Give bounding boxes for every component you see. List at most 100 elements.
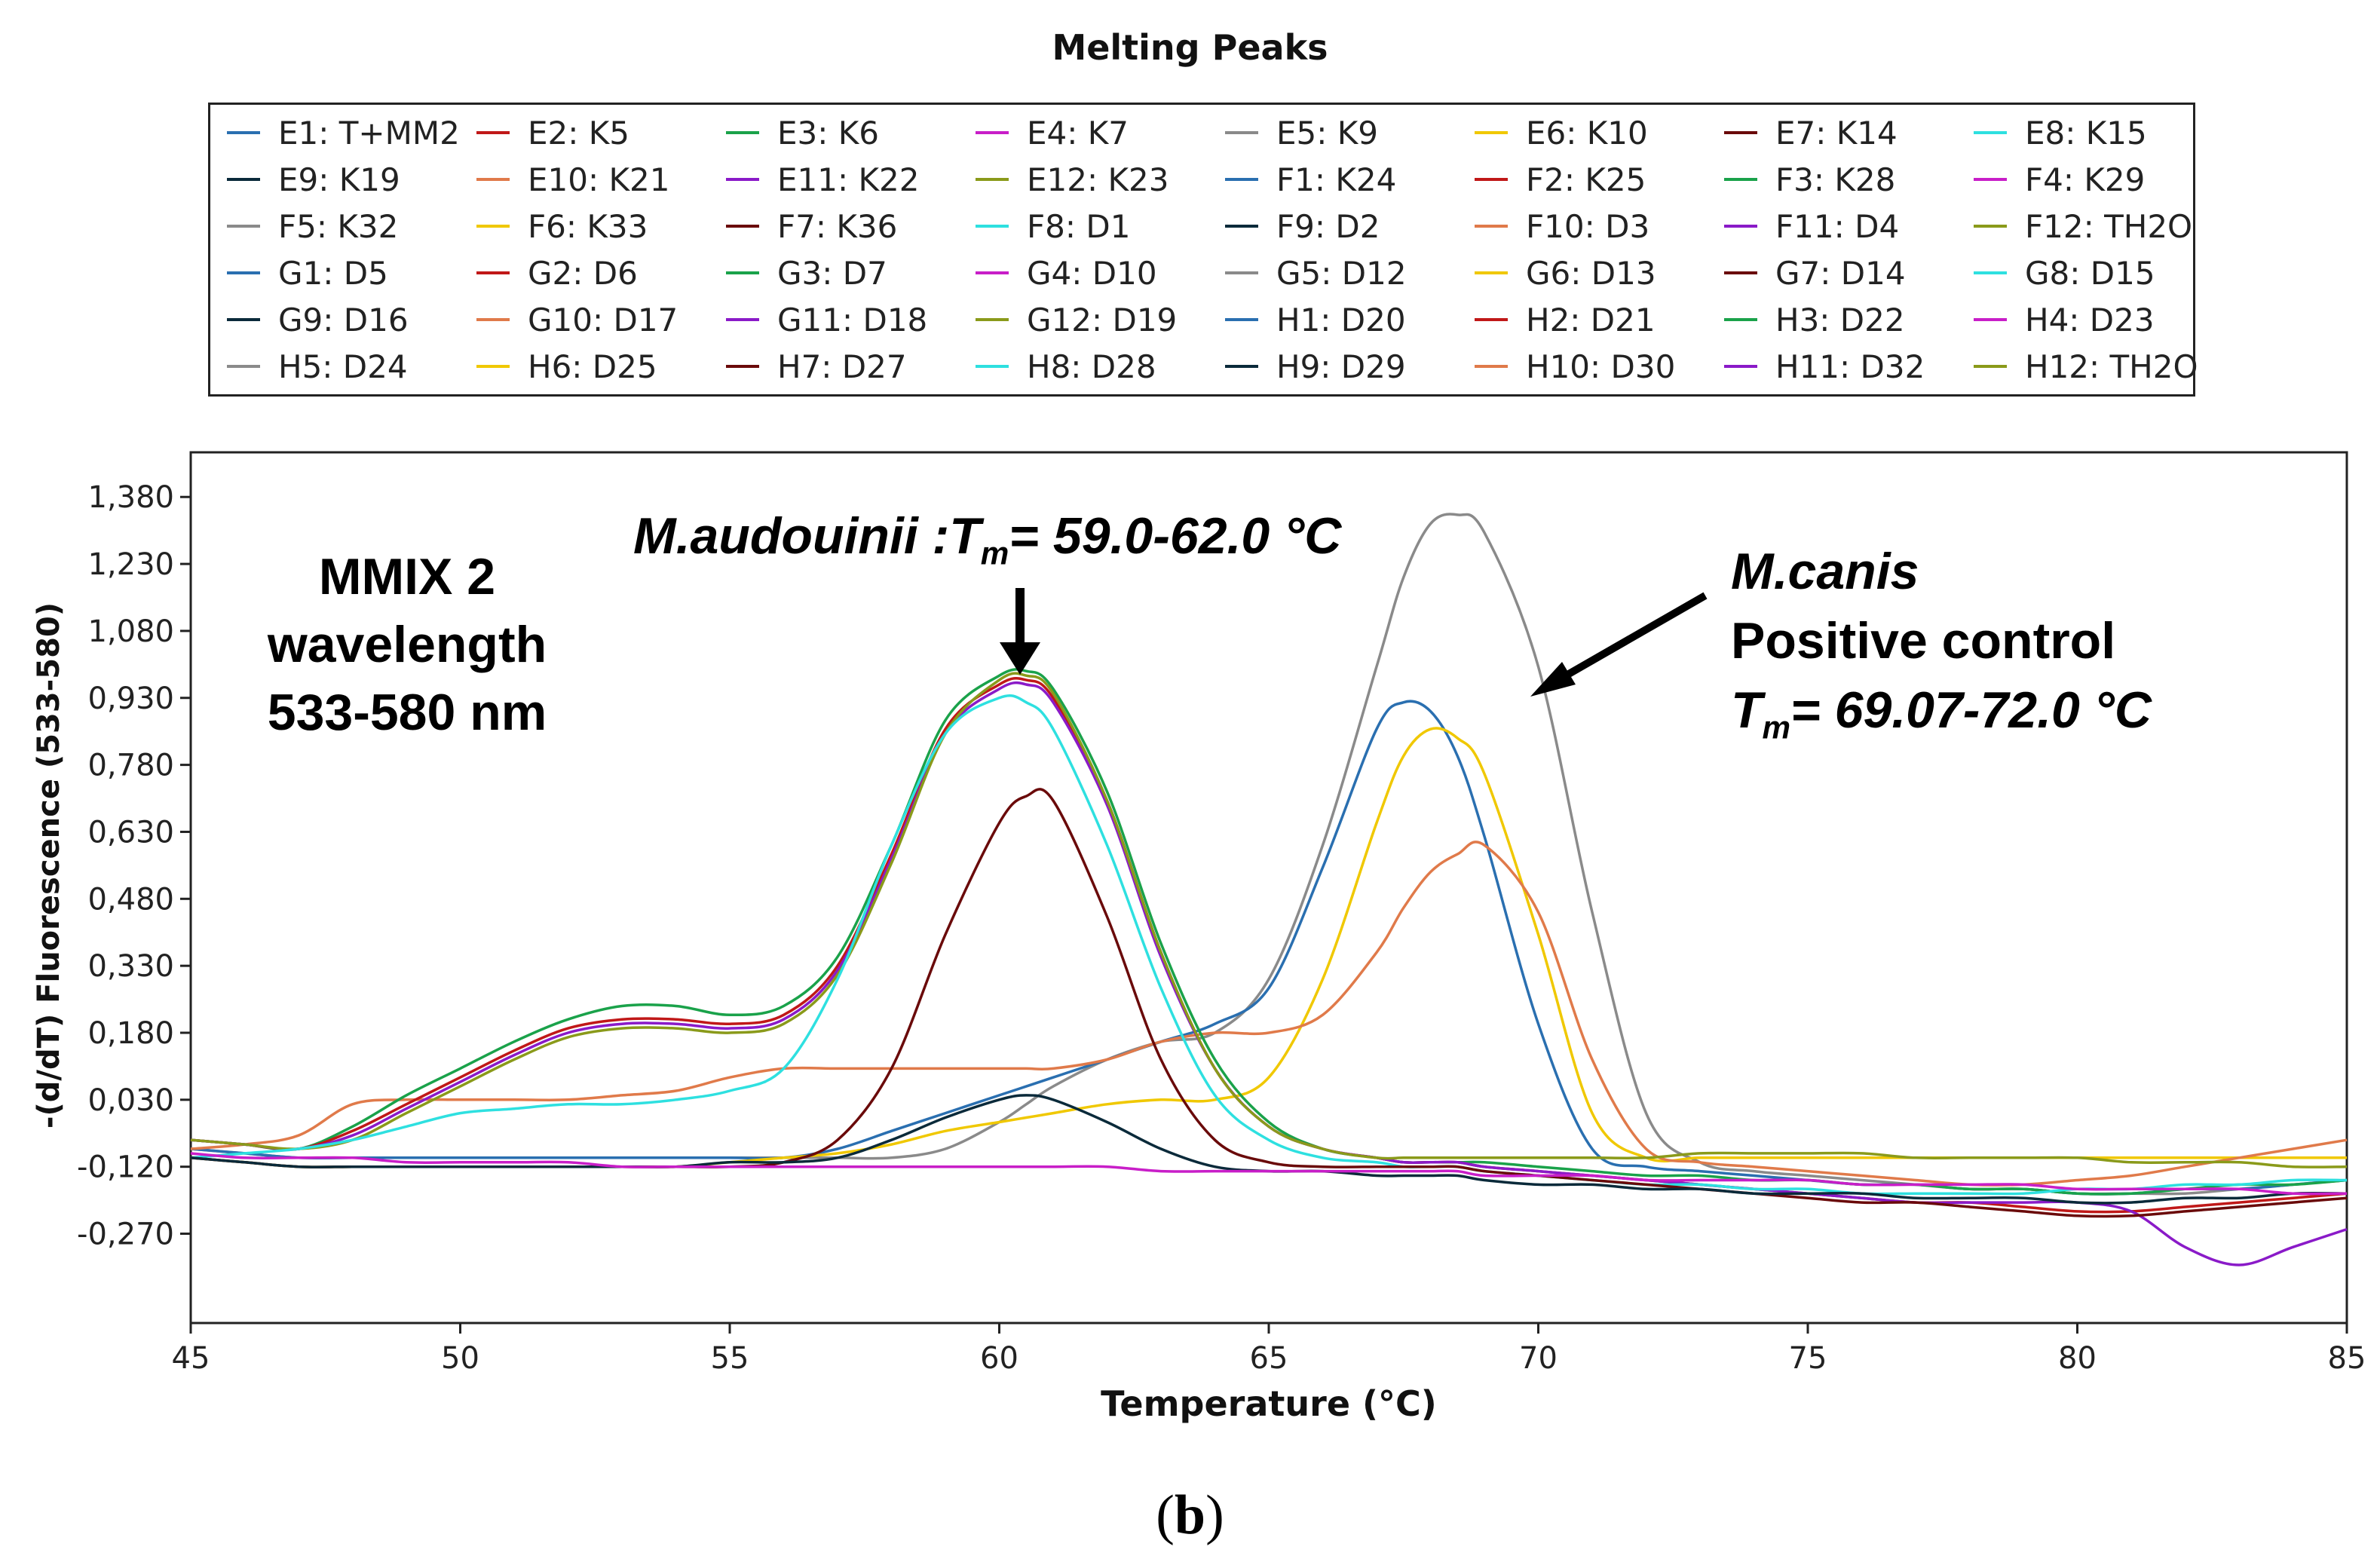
legend-swatch bbox=[476, 318, 510, 321]
legend-label: G8: D15 bbox=[2025, 254, 2155, 292]
legend-swatch bbox=[1225, 178, 1258, 181]
x-tick-label: 80 bbox=[2058, 1341, 2097, 1376]
legend-label: G1: D5 bbox=[278, 254, 388, 292]
legend-label: H6: D25 bbox=[528, 348, 657, 385]
legend-item: H1: D20 bbox=[1225, 296, 1406, 343]
legend-swatch bbox=[1475, 178, 1508, 181]
legend-swatch bbox=[726, 271, 759, 274]
legend-swatch bbox=[1475, 318, 1508, 321]
legend-label: E7: K14 bbox=[1775, 114, 1898, 152]
legend-item: E6: K10 bbox=[1475, 109, 1648, 156]
subfigure-label-open: ( bbox=[1156, 1484, 1175, 1546]
legend-item: H12: TH2O bbox=[1974, 343, 2198, 390]
annotation-mmix-line3: 533-580 nm bbox=[267, 684, 547, 741]
legend-item: G9: D16 bbox=[227, 296, 409, 343]
legend-swatch bbox=[1974, 178, 2007, 181]
legend-swatch bbox=[1724, 318, 1757, 321]
legend-item: F11: D4 bbox=[1724, 203, 1899, 250]
legend-label: E12: K23 bbox=[1027, 161, 1169, 198]
legend-swatch bbox=[976, 271, 1009, 274]
tick-layer: 45 50 55 60 65 70 75 80 85 1,380 1,230 1,080 0,930 0,… bbox=[77, 480, 2366, 1376]
legend-swatch bbox=[1475, 271, 1508, 274]
series-layer bbox=[190, 513, 2348, 1266]
legend-label: H8: D28 bbox=[1027, 348, 1156, 385]
legend-swatch bbox=[1974, 131, 2007, 134]
series-line bbox=[190, 694, 2348, 1196]
legend-swatch bbox=[1225, 225, 1258, 228]
legend-item: G3: D7 bbox=[726, 250, 887, 296]
legend-label: F2: K25 bbox=[1526, 161, 1646, 198]
legend-swatch bbox=[1724, 225, 1757, 228]
legend-item: F12: TH2O bbox=[1974, 203, 2192, 250]
legend-swatch bbox=[227, 365, 260, 368]
legend-item: E3: K6 bbox=[726, 109, 879, 156]
plot-frame bbox=[189, 451, 2348, 1325]
subfigure-label-close: ) bbox=[1205, 1484, 1224, 1546]
legend-label: G4: D10 bbox=[1027, 254, 1157, 292]
legend-item: H6: D25 bbox=[476, 343, 657, 390]
legend-label: E9: K19 bbox=[278, 161, 400, 198]
legend-swatch bbox=[726, 178, 759, 181]
arrow-canis bbox=[1530, 592, 1708, 697]
annotation-canis-line2: Positive control bbox=[1731, 612, 2116, 669]
legend-label: H10: D30 bbox=[1526, 348, 1676, 385]
series-line bbox=[190, 668, 2348, 1196]
legend-swatch bbox=[227, 271, 260, 274]
legend-item: G5: D12 bbox=[1225, 250, 1407, 296]
legend-swatch bbox=[476, 365, 510, 368]
y-tick-label: 0,630 bbox=[87, 815, 174, 850]
legend-swatch bbox=[1724, 131, 1757, 134]
legend-item: E7: K14 bbox=[1724, 109, 1898, 156]
legend-label: G6: D13 bbox=[1526, 254, 1656, 292]
legend-item: E11: K22 bbox=[726, 156, 919, 203]
y-tick-label: 1,230 bbox=[87, 547, 174, 582]
legend-item: G4: D10 bbox=[976, 250, 1157, 296]
x-tick-label: 75 bbox=[1789, 1341, 1827, 1376]
legend-label: G3: D7 bbox=[777, 254, 887, 292]
legend-item: H8: D28 bbox=[976, 343, 1156, 390]
legend-swatch bbox=[1225, 365, 1258, 368]
legend-label: F11: D4 bbox=[1775, 207, 1900, 245]
y-tick-label: 0,480 bbox=[87, 882, 174, 917]
legend-swatch bbox=[726, 318, 759, 321]
annotation-audouinii-sub: m bbox=[980, 535, 1009, 571]
legend-label: G5: D12 bbox=[1276, 254, 1407, 292]
annotation-audouinii: M.audouinii :Tm= 59.0-62.0 °C bbox=[633, 507, 1341, 572]
legend-item: E12: K23 bbox=[976, 156, 1169, 203]
legend-label: G10: D17 bbox=[528, 301, 678, 338]
y-tick-label: 1,080 bbox=[87, 614, 174, 649]
annotation-canis-sub: m bbox=[1762, 709, 1791, 746]
legend-swatch bbox=[1724, 365, 1757, 368]
legend-item: H11: D32 bbox=[1724, 343, 1925, 390]
legend-swatch bbox=[1225, 131, 1258, 134]
legend-item: E1: T+MM2 bbox=[227, 109, 460, 156]
legend-item: F10: D3 bbox=[1475, 203, 1649, 250]
annotation-mmix: MMIX 2 wavelength 533-580 nm bbox=[234, 543, 580, 746]
legend-item: H7: D27 bbox=[726, 343, 907, 390]
legend-label: H12: TH2O bbox=[2025, 348, 2198, 385]
legend-item: F6: K33 bbox=[476, 203, 648, 250]
legend-label: H7: D27 bbox=[777, 348, 907, 385]
legend-label: G7: D14 bbox=[1775, 254, 1906, 292]
annotation-mmix-line1: MMIX 2 bbox=[318, 548, 496, 605]
legend-label: E3: K6 bbox=[777, 114, 880, 152]
legend-label: H1: D20 bbox=[1276, 301, 1406, 338]
legend-item: G8: D15 bbox=[1974, 250, 2155, 296]
legend-item: F7: K36 bbox=[726, 203, 897, 250]
legend-item: F5: K32 bbox=[227, 203, 398, 250]
legend-swatch bbox=[476, 225, 510, 228]
legend-swatch bbox=[1475, 131, 1508, 134]
annotation-canis-t: T bbox=[1731, 681, 1763, 739]
subfigure-label: (b) bbox=[0, 1484, 2380, 1548]
y-tick-label: 0,330 bbox=[87, 949, 174, 984]
legend-label: G11: D18 bbox=[777, 301, 928, 338]
legend-item: G2: D6 bbox=[476, 250, 638, 296]
legend-swatch bbox=[1225, 318, 1258, 321]
legend-swatch bbox=[726, 225, 759, 228]
series-line bbox=[190, 1152, 2348, 1196]
legend-item: G1: D5 bbox=[227, 250, 388, 296]
legend-item: F3: K28 bbox=[1724, 156, 1895, 203]
legend-item: E10: K21 bbox=[476, 156, 669, 203]
legend-swatch bbox=[1974, 271, 2007, 274]
legend-label: G9: D16 bbox=[278, 301, 409, 338]
